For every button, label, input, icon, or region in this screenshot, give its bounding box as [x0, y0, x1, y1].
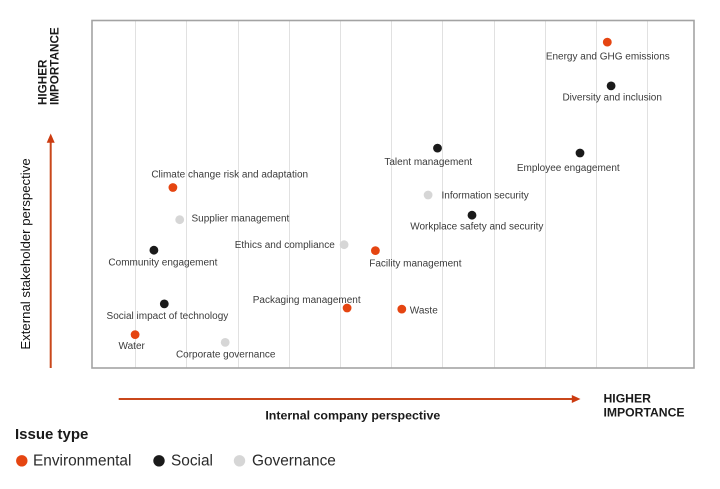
svg-text:Talent management: Talent management: [384, 157, 472, 168]
svg-text:Supplier management: Supplier management: [192, 213, 290, 224]
svg-text:Internal company perspective: Internal company perspective: [265, 409, 440, 423]
svg-text:Workplace safety and security: Workplace safety and security: [410, 222, 543, 233]
svg-text:Environmental: Environmental: [33, 452, 131, 469]
svg-text:Ethics and compliance: Ethics and compliance: [235, 240, 335, 251]
svg-text:Social impact of technology: Social impact of technology: [107, 311, 229, 322]
svg-text:Waste: Waste: [410, 306, 438, 317]
svg-text:IMPORTANCE: IMPORTANCE: [604, 406, 685, 420]
svg-text:Water: Water: [119, 341, 146, 352]
svg-text:Packaging management: Packaging management: [253, 295, 361, 306]
svg-text:IMPORTANCE: IMPORTANCE: [49, 27, 62, 105]
svg-text:HIGHER: HIGHER: [604, 391, 652, 405]
svg-text:Governance: Governance: [252, 452, 336, 469]
svg-text:Climate change risk and adapta: Climate change risk and adaptation: [151, 170, 308, 181]
svg-text:HIGHER: HIGHER: [36, 59, 49, 105]
svg-text:Community engagement: Community engagement: [108, 257, 217, 268]
svg-text:External stakeholder perspecti: External stakeholder perspective: [18, 158, 33, 349]
svg-text:Facility management: Facility management: [369, 259, 461, 270]
svg-text:Corporate governance: Corporate governance: [176, 349, 276, 360]
svg-text:Social: Social: [171, 452, 213, 469]
svg-text:Energy and GHG emissions: Energy and GHG emissions: [546, 51, 670, 62]
svg-text:Employee engagement: Employee engagement: [517, 163, 620, 174]
svg-text:Issue type: Issue type: [15, 426, 88, 443]
svg-text:Information security: Information security: [442, 191, 529, 202]
svg-text:Diversity and inclusion: Diversity and inclusion: [562, 92, 662, 103]
